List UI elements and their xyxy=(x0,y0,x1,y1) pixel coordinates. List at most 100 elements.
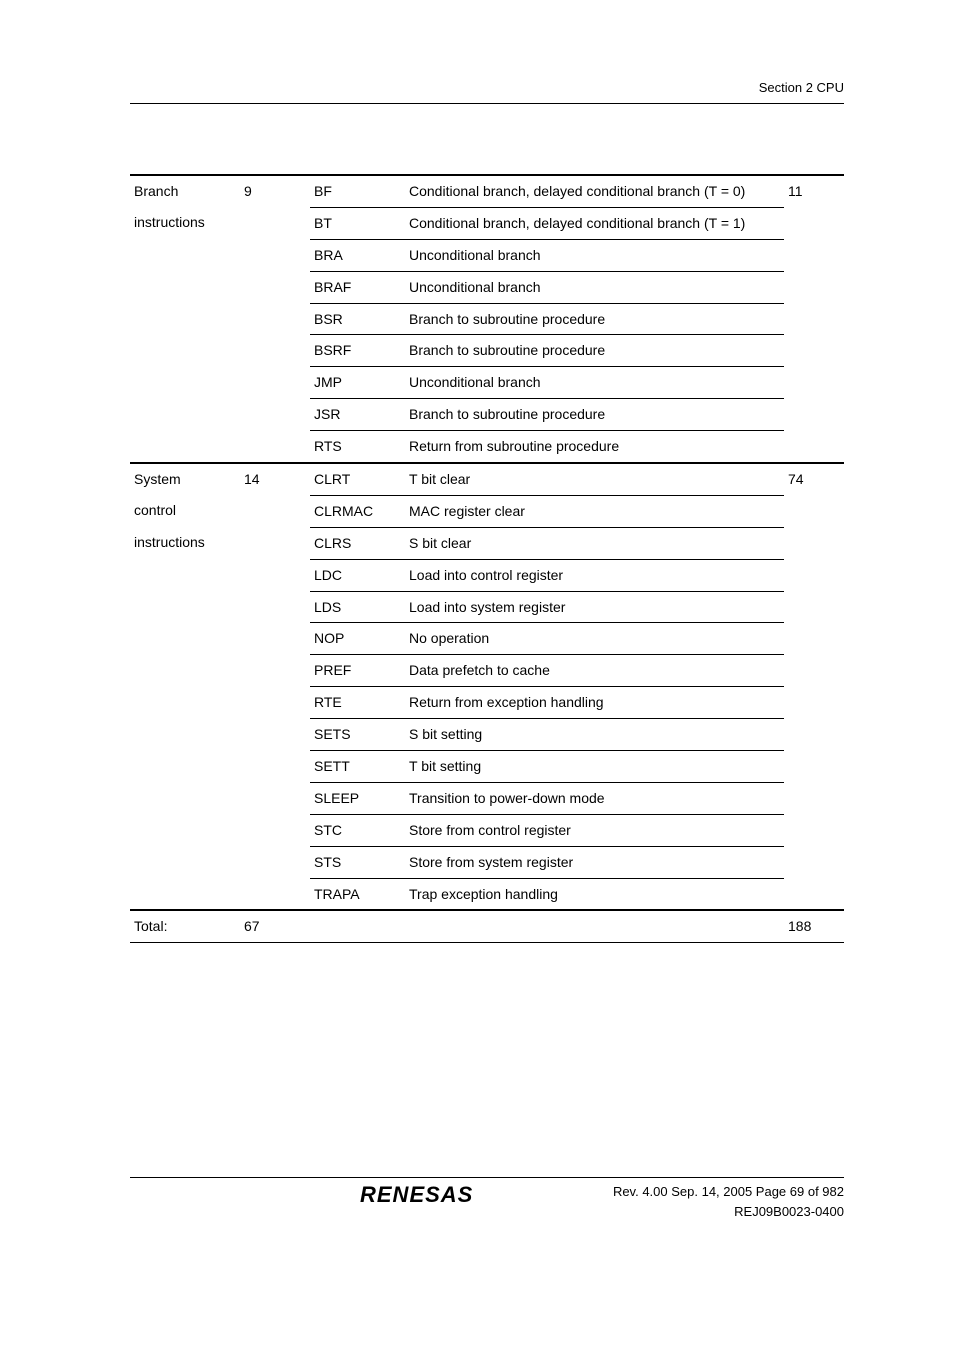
count-right-cell xyxy=(784,303,844,335)
page-footer: RENESAS Rev. 4.00 Sep. 14, 2005 Page 69 … xyxy=(130,1177,844,1221)
table-row: STSStore from system register xyxy=(130,846,844,878)
table-row: SETTT bit setting xyxy=(130,751,844,783)
count-left-cell xyxy=(240,271,310,303)
table-row: Branch9BFConditional branch, delayed con… xyxy=(130,175,844,207)
count-left-cell xyxy=(240,367,310,399)
table-row: BSRBranch to subroutine procedure xyxy=(130,303,844,335)
category-cell xyxy=(130,239,240,271)
category-cell xyxy=(130,431,240,463)
table-row: SETSS bit setting xyxy=(130,719,844,751)
category-cell xyxy=(130,687,240,719)
opcode-cell: RTS xyxy=(310,431,405,463)
description-cell: Data prefetch to cache xyxy=(405,655,784,687)
table-row: RTSReturn from subroutine procedure xyxy=(130,431,844,463)
count-left-cell xyxy=(240,846,310,878)
category-cell xyxy=(130,878,240,910)
category-cell: System xyxy=(130,463,240,495)
count-right-cell xyxy=(784,782,844,814)
description-cell: Unconditional branch xyxy=(405,367,784,399)
footer-rev-line: Rev. 4.00 Sep. 14, 2005 Page 69 of 982 xyxy=(613,1182,844,1202)
description-cell: Conditional branch, delayed conditional … xyxy=(405,175,784,207)
count-left-cell xyxy=(240,335,310,367)
count-left-cell xyxy=(240,399,310,431)
section-header: Section 2 CPU xyxy=(130,80,844,104)
description-cell: Store from system register xyxy=(405,846,784,878)
table-row: BRAFUnconditional branch xyxy=(130,271,844,303)
opcode-cell: STC xyxy=(310,814,405,846)
description-cell: Transition to power-down mode xyxy=(405,782,784,814)
category-cell xyxy=(130,814,240,846)
count-left-cell xyxy=(240,782,310,814)
description-cell: S bit setting xyxy=(405,719,784,751)
description-cell: No operation xyxy=(405,623,784,655)
opcode-cell: SETS xyxy=(310,719,405,751)
table-row: TRAPATrap exception handling xyxy=(130,878,844,910)
table-row: RTEReturn from exception handling xyxy=(130,687,844,719)
count-right-cell xyxy=(784,399,844,431)
count-right-cell xyxy=(784,431,844,463)
opcode-cell: TRAPA xyxy=(310,878,405,910)
count-left-cell xyxy=(240,719,310,751)
count-left-cell xyxy=(240,687,310,719)
table-row: STCStore from control register xyxy=(130,814,844,846)
count-right-cell xyxy=(784,751,844,783)
footer-doc-id: REJ09B0023-0400 xyxy=(613,1202,844,1222)
description-cell: S bit clear xyxy=(405,527,784,559)
opcode-cell: RTE xyxy=(310,687,405,719)
total-row: Total:67188 xyxy=(130,910,844,942)
category-cell xyxy=(130,751,240,783)
category-cell xyxy=(130,655,240,687)
opcode-cell: NOP xyxy=(310,623,405,655)
total-left: 67 xyxy=(240,910,310,942)
empty-cell xyxy=(405,910,784,942)
count-left-cell xyxy=(240,751,310,783)
count-right-cell xyxy=(784,687,844,719)
count-left-cell: 9 xyxy=(240,175,310,207)
opcode-cell: CLRT xyxy=(310,463,405,495)
table-row: BRAUnconditional branch xyxy=(130,239,844,271)
category-cell xyxy=(130,782,240,814)
category-cell xyxy=(130,623,240,655)
category-cell xyxy=(130,399,240,431)
count-right-cell xyxy=(784,207,844,239)
instruction-table: Branch9BFConditional branch, delayed con… xyxy=(130,174,844,943)
table-row: SLEEPTransition to power-down mode xyxy=(130,782,844,814)
count-left-cell xyxy=(240,527,310,559)
count-left-cell xyxy=(240,303,310,335)
category-cell xyxy=(130,335,240,367)
category-cell xyxy=(130,367,240,399)
opcode-cell: PREF xyxy=(310,655,405,687)
description-cell: Branch to subroutine procedure xyxy=(405,303,784,335)
category-cell xyxy=(130,303,240,335)
table-row: System14CLRTT bit clear74 xyxy=(130,463,844,495)
description-cell: Branch to subroutine procedure xyxy=(405,399,784,431)
opcode-cell: BSR xyxy=(310,303,405,335)
category-cell: Branch xyxy=(130,175,240,207)
count-right-cell xyxy=(784,367,844,399)
description-cell: Return from exception handling xyxy=(405,687,784,719)
count-left-cell xyxy=(240,207,310,239)
opcode-cell: JMP xyxy=(310,367,405,399)
opcode-cell: STS xyxy=(310,846,405,878)
count-right-cell xyxy=(784,335,844,367)
count-right-cell xyxy=(784,878,844,910)
count-left-cell xyxy=(240,239,310,271)
count-right-cell xyxy=(784,814,844,846)
description-cell: Store from control register xyxy=(405,814,784,846)
count-right-cell xyxy=(784,846,844,878)
description-cell: Unconditional branch xyxy=(405,271,784,303)
category-cell: instructions xyxy=(130,527,240,559)
opcode-cell: LDS xyxy=(310,591,405,623)
count-left-cell xyxy=(240,623,310,655)
description-cell: Trap exception handling xyxy=(405,878,784,910)
total-label: Total: xyxy=(130,910,240,942)
description-cell: T bit setting xyxy=(405,751,784,783)
renesas-logo: RENESAS xyxy=(360,1182,473,1208)
category-cell xyxy=(130,719,240,751)
table-row: controlCLRMACMAC register clear xyxy=(130,495,844,527)
count-left-cell xyxy=(240,814,310,846)
category-cell: control xyxy=(130,495,240,527)
count-right-cell xyxy=(784,527,844,559)
opcode-cell: BSRF xyxy=(310,335,405,367)
description-cell: MAC register clear xyxy=(405,495,784,527)
